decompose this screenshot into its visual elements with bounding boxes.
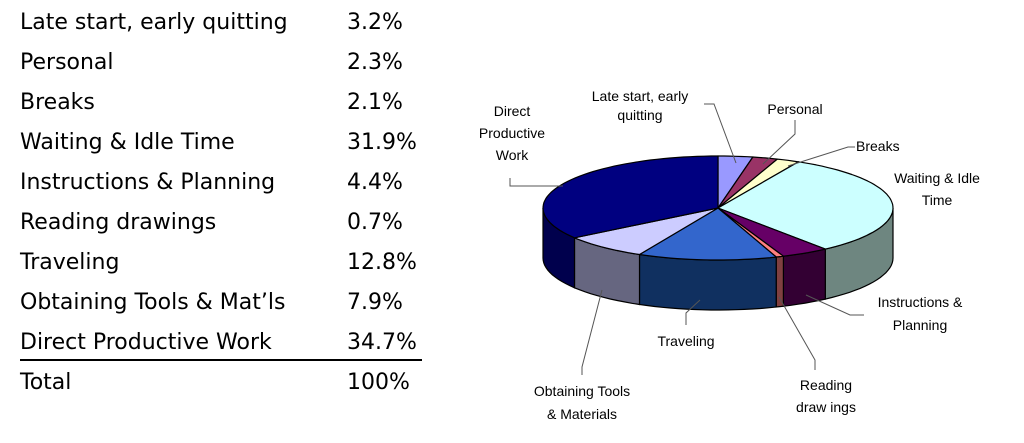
row-label: Breaks	[20, 90, 95, 115]
leader-instructions	[805, 294, 864, 316]
pie-slice-4	[717, 207, 826, 257]
pie-side-6	[638, 253, 777, 311]
label-personal: Personal	[767, 101, 822, 117]
label-traveling: Traveling	[657, 333, 714, 349]
pie-sides	[542, 207, 894, 311]
leader-lines	[509, 103, 864, 375]
pie-labels: Late start, early quitting Personal Break…	[479, 88, 980, 422]
row-label: Instructions & Planning	[20, 170, 276, 195]
pie-slice-3	[717, 161, 894, 250]
pie-slice-8	[542, 155, 719, 239]
pie-side-4	[782, 248, 826, 307]
leader-reading	[778, 296, 816, 370]
row-label: Personal	[20, 50, 114, 75]
pie-slice-6	[638, 207, 777, 261]
row-label: Obtaining Tools & Mat’ls	[20, 290, 286, 315]
row-value: 4.4%	[347, 170, 403, 195]
total-label: Total	[20, 370, 72, 395]
leader-breaks	[787, 146, 855, 167]
row-value: 31.9%	[347, 130, 417, 155]
label-direct: Direct Productive Work	[479, 103, 545, 163]
label-instructions: Instructions & Planning	[878, 294, 963, 333]
label-reading: Reading draw ings	[796, 377, 856, 415]
leader-direct	[509, 178, 563, 187]
label-late-start: Late start, early quitting	[592, 88, 689, 123]
row-value: 3.2%	[347, 10, 403, 35]
leader-personal	[762, 120, 796, 165]
row-value: 7.9%	[347, 290, 403, 315]
row-value: 2.1%	[347, 90, 403, 115]
row-value: 0.7%	[347, 210, 403, 235]
leader-traveling	[685, 299, 701, 325]
pie-slice-7	[573, 207, 719, 256]
sum-divider	[20, 359, 422, 361]
row-value: 2.3%	[347, 50, 403, 75]
row-value: 12.8%	[347, 250, 417, 275]
row-label: Direct Productive Work	[20, 330, 272, 355]
row-label: Late start, early quitting	[20, 10, 288, 35]
row-label: Traveling	[20, 250, 120, 275]
leader-obtaining	[581, 289, 603, 375]
row-label: Reading drawings	[20, 210, 217, 235]
leader-late-start	[704, 103, 737, 164]
total-value: 100%	[347, 370, 410, 395]
row-value: 34.7%	[347, 330, 417, 355]
row-label: Waiting & Idle Time	[20, 130, 235, 155]
label-waiting: Waiting & Idle Time	[894, 170, 980, 208]
label-breaks: Breaks	[856, 138, 900, 154]
pie-tops	[542, 155, 894, 261]
label-obtaining: Obtaining Tools & Materials	[534, 383, 630, 422]
